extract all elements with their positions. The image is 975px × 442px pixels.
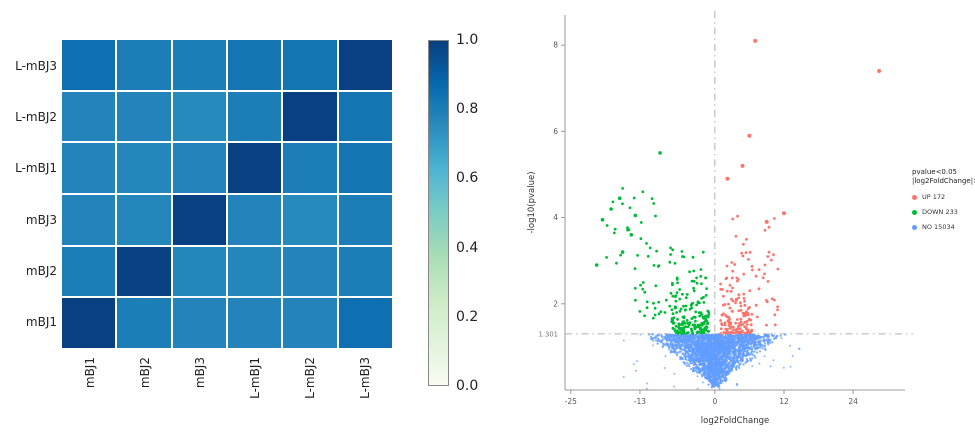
heatmap-cell: [283, 246, 337, 297]
heatmap-row-label: mBJ1: [25, 315, 57, 330]
volcano-legend: pvalue<0.05 |log2FoldChange|>1 UP 172 DO…: [912, 168, 975, 231]
heatmap-cell: [338, 91, 392, 142]
up-dot-icon: [912, 194, 917, 200]
svg-text:8: 8: [553, 41, 558, 50]
heatmap-cell: [172, 40, 226, 90]
svg-text:6: 6: [553, 127, 558, 136]
heatmap-cell: [117, 195, 171, 245]
svg-text:12: 12: [779, 397, 789, 406]
heatmap-col-label: mBJ1: [82, 357, 97, 389]
svg-text:log2FoldChange: log2FoldChange: [701, 416, 769, 426]
heatmap-cell: [227, 298, 282, 348]
heatmap-cell: [117, 298, 171, 348]
legend-entry-no-label: NO 15034: [922, 223, 955, 231]
heatmap-row-label: L-mBJ3: [15, 58, 57, 73]
heatmap-panel: L-mBJ3 L-mBJ2 L-mBJ1 mBJ3 mBJ2 mBJ1 mBJ1 mBJ2 m…: [15, 32, 508, 399]
heatmap-row-label: L-mBJ2: [15, 110, 57, 124]
heatmap-cell: [62, 40, 116, 90]
heatmap-cell: [227, 91, 282, 142]
heatmap-cell: [172, 246, 226, 297]
heatmap-row-label: mBJ2: [25, 264, 57, 278]
heatmap-cell: [227, 246, 282, 297]
heatmap-cell: [117, 143, 171, 193]
colorbar-tick-label: 0.2: [456, 308, 479, 325]
no-points: [622, 333, 801, 390]
heatmap-cell: [62, 246, 116, 297]
volcano-plot: -25 -13 0 12 2424681.301log2FoldChange-log10…: [527, 11, 913, 426]
legend-entry-down: DOWN 233: [912, 208, 974, 216]
svg-text:1.301: 1.301: [539, 330, 558, 338]
heatmap-cell: [62, 195, 116, 245]
svg-text:-log10(pvalue): -log10(pvalue): [527, 171, 537, 233]
colorbar-gradient: [428, 40, 449, 386]
legend-entry-down-label: DOWN 233: [922, 208, 958, 216]
heatmap-colorbar: 1.0 0.8 0.6 0.4 0.2 0.0: [428, 32, 508, 394]
heatmap-cell: [338, 298, 392, 348]
legend-entry-no: NO 15034: [912, 223, 974, 231]
svg-text:0: 0: [712, 397, 717, 406]
svg-text:4: 4: [553, 213, 558, 222]
heatmap-grid: [62, 40, 392, 348]
heatmap-cell: [283, 298, 337, 348]
heatmap-col-label: L-mBJ1: [247, 357, 262, 399]
heatmap-cell: [62, 298, 116, 348]
heatmap-col-label: mBJ2: [137, 357, 152, 389]
heatmap-row-label: L-mBJ1: [15, 161, 57, 176]
colorbar-tick-label: 0.6: [456, 170, 479, 187]
colorbar-tick-label: 0.4: [456, 239, 479, 256]
heatmap-cell: [283, 40, 337, 90]
heatmap-cell: [338, 143, 392, 193]
heatmap-col-label: L-mBJ2: [302, 357, 317, 399]
heatmap-cell: [172, 143, 226, 193]
heatmap-cell: [283, 143, 337, 193]
heatmap-cell: [172, 298, 226, 348]
heatmap-cell: [62, 91, 116, 142]
colorbar-tick-label: 0.8: [456, 101, 479, 118]
heatmap-cell: [172, 91, 226, 142]
heatmap-cell: [338, 246, 392, 297]
heatmap-cell: [227, 195, 282, 245]
heatmap-cell: [62, 143, 116, 193]
heatmap-cell: [227, 40, 282, 90]
heatmap-cell: [172, 195, 226, 245]
heatmap-col-label: mBJ3: [192, 357, 207, 389]
colorbar-tick-label: 1.0: [456, 32, 479, 48]
colorbar-tick-label: 0.0: [456, 378, 479, 394]
heatmap-cell: [283, 91, 337, 142]
heatmap-cell: [338, 195, 392, 245]
svg-text:-25: -25: [565, 397, 577, 406]
legend-title-line1: pvalue<0.05: [912, 168, 958, 176]
volcano-panel: -25 -13 0 12 24 2 4 6 8 1.301 log2FoldChange -log10…: [520, 0, 975, 442]
down-points: [594, 151, 711, 335]
heatmap-cell: [338, 40, 392, 90]
legend-entry-up: UP 172: [912, 193, 974, 201]
down-dot-icon: [912, 209, 917, 215]
svg-text:-13: -13: [634, 397, 646, 406]
legend-title-line2: |log2FoldChange|>1: [912, 177, 975, 185]
heatmap-cell: [117, 246, 171, 297]
heatmap-cell: [117, 91, 171, 142]
legend-entry-up-label: UP 172: [922, 193, 946, 201]
svg-text:24: 24: [848, 397, 858, 406]
svg-text:2: 2: [553, 299, 558, 308]
heatmap-cell: [227, 143, 282, 193]
heatmap-col-label: L-mBJ3: [357, 357, 372, 399]
heatmap-row-label: mBJ3: [25, 212, 57, 227]
no-dot-icon: [912, 224, 917, 230]
heatmap-cell: [117, 40, 171, 90]
up-points: [719, 38, 882, 335]
heatmap-cell: [283, 195, 337, 245]
